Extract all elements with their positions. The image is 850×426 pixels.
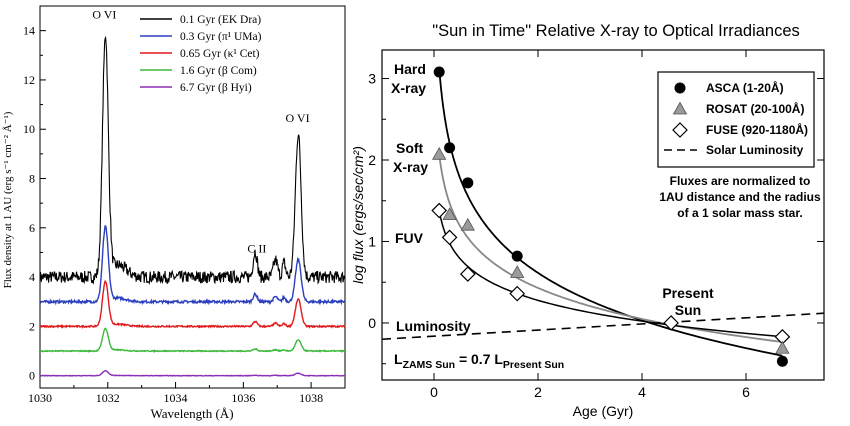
spectrum-line-1: [39, 35, 346, 285]
label-present-sun-line1: Present: [662, 285, 714, 301]
label-hard-xray-line2: X-ray: [391, 80, 426, 96]
left-x-tick-label: 1032: [96, 391, 120, 405]
spectrum-line-3: [39, 279, 346, 329]
open-diamond-point: [431, 202, 448, 219]
left-y-tick-label: 10: [23, 122, 35, 136]
legend-label-1: 0.1 Gyr (EK Dra): [180, 14, 261, 26]
spectrum-line-5: [39, 369, 346, 377]
filled-circle-point: [511, 250, 523, 262]
right-x-tick-label: 4: [638, 384, 646, 400]
spectrum-line-4: [39, 327, 346, 353]
fit-curve-3: [438, 210, 783, 338]
legend-note-line-2: 1AU distance and the radius: [659, 190, 821, 204]
line-annotation-1: O VI: [92, 7, 116, 21]
filled-circle-point: [444, 142, 456, 154]
gray-triangle-point: [432, 146, 447, 160]
gray-triangle-point: [460, 217, 475, 231]
right-x-axis-label: Age (Gyr): [573, 403, 634, 419]
left-plot-frame: [39, 5, 346, 389]
right-x-tick-label: 0: [430, 384, 438, 400]
label-hard-xray-line1: Hard: [394, 61, 426, 77]
open-diamond-point: [663, 315, 679, 331]
filled-circle-point: [776, 355, 788, 367]
right-y-tick-label: 2: [368, 152, 376, 168]
right-y-tick-label: 1: [368, 233, 376, 249]
left-annotations: O VI O VI C II: [92, 7, 309, 255]
left-y-tick-label: 6: [29, 221, 35, 235]
legend-note-line-1: Fluxes are normalized to: [670, 174, 811, 188]
left-axes: 1030 1032 1034 1036 1038 0 2 4 6 8 10 12 14: [23, 5, 346, 405]
legend-marker-1: [674, 82, 686, 94]
left-y-tick-label: 2: [29, 319, 35, 333]
open-diamond-point: [459, 266, 476, 282]
line-annotation-3: C II: [247, 241, 266, 255]
left-x-tick-label: 1034: [164, 391, 188, 405]
fit-curve-1: [438, 67, 783, 357]
legend-entry-3: FUSE (920-1180Å): [706, 122, 808, 137]
left-x-tick-label: 1038: [299, 391, 323, 405]
left-legend: 0.1 Gyr (EK Dra) 0.3 Gyr (π¹ UMa) 0.65 Gyr…: [140, 14, 262, 94]
solar-luminosity-line: [381, 312, 825, 341]
gray-triangle-point: [775, 340, 790, 354]
left-x-axis-label: Wavelength (Å): [150, 406, 233, 421]
legend-marker-3: [672, 122, 688, 138]
fit-curve-2: [438, 153, 783, 343]
open-diamond-point: [441, 229, 458, 246]
label-soft-xray-line1: Soft: [396, 140, 424, 156]
right-y-axis-label: log flux (ergs/sec/cm²): [350, 146, 366, 284]
legend-entry-2: ROSAT (20-100Å): [706, 101, 804, 116]
label-fuv: FUV: [395, 230, 424, 246]
left-x-tick-label: 1036: [231, 391, 255, 405]
legend-entry-4: Solar Luminosity: [706, 143, 804, 157]
label-soft-xray-line2: X-ray: [393, 159, 428, 175]
filled-circle-point: [433, 66, 445, 78]
right-y-tick-label: 3: [368, 71, 376, 87]
right-plot-frame: [381, 49, 825, 381]
right-legend: ASCA (1-20Å) ROSAT (20-100Å) FUSE (920-118…: [657, 71, 821, 220]
right-data-points: [431, 66, 791, 367]
gray-triangle-point: [510, 265, 525, 278]
left-y-tick-label: 0: [29, 369, 35, 383]
legend-label-5: 6.7 Gyr (β Hyi): [180, 82, 252, 94]
left-series-lines: [39, 35, 346, 377]
left-y-tick-label: 12: [23, 73, 35, 87]
right-x-tick-label: 2: [534, 384, 542, 400]
filled-circle-point: [462, 177, 474, 189]
legend-label-3: 0.65 Gyr (κ¹ Cet): [180, 48, 260, 60]
open-diamond-point: [509, 285, 526, 302]
left-x-tick-label: 1030: [28, 391, 52, 405]
legend-note-line-3: of a 1 solar mass star.: [677, 206, 802, 220]
label-present-sun-line2: Sun: [675, 302, 701, 318]
label-zams-relation: LZAMS Sun = 0.7 LPresent Sun: [394, 351, 564, 371]
line-annotation-2: O VI: [285, 111, 309, 125]
right-chart-title: "Sun in Time" Relative X-ray to Optical …: [432, 22, 800, 40]
label-luminosity: Luminosity: [396, 318, 471, 334]
right-x-tick-label: 6: [742, 384, 750, 400]
right-y-tick-label: 0: [368, 315, 376, 331]
legend-marker-2: [672, 101, 688, 115]
irradiance-panel: "Sun in Time" Relative X-ray to Optical …: [350, 22, 825, 419]
left-y-tick-label: 4: [29, 270, 35, 284]
legend-label-4: 1.6 Gyr (β Com): [180, 65, 257, 77]
legend-label-2: 0.3 Gyr (π¹ UMa): [180, 31, 262, 43]
gray-triangle-point: [442, 207, 457, 220]
left-y-tick-label: 8: [29, 172, 35, 186]
right-axes: 0 2 4 6 0 1 2 3: [368, 50, 824, 400]
left-y-axis-label: Flux density at 1 AU (erg s⁻¹ cm⁻² Å⁻¹): [2, 111, 14, 288]
left-y-tick-label: 14: [23, 24, 35, 38]
spectrum-line-2: [39, 225, 346, 306]
legend-entry-1: ASCA (1-20Å): [706, 80, 784, 95]
right-fit-curves: [381, 67, 825, 357]
